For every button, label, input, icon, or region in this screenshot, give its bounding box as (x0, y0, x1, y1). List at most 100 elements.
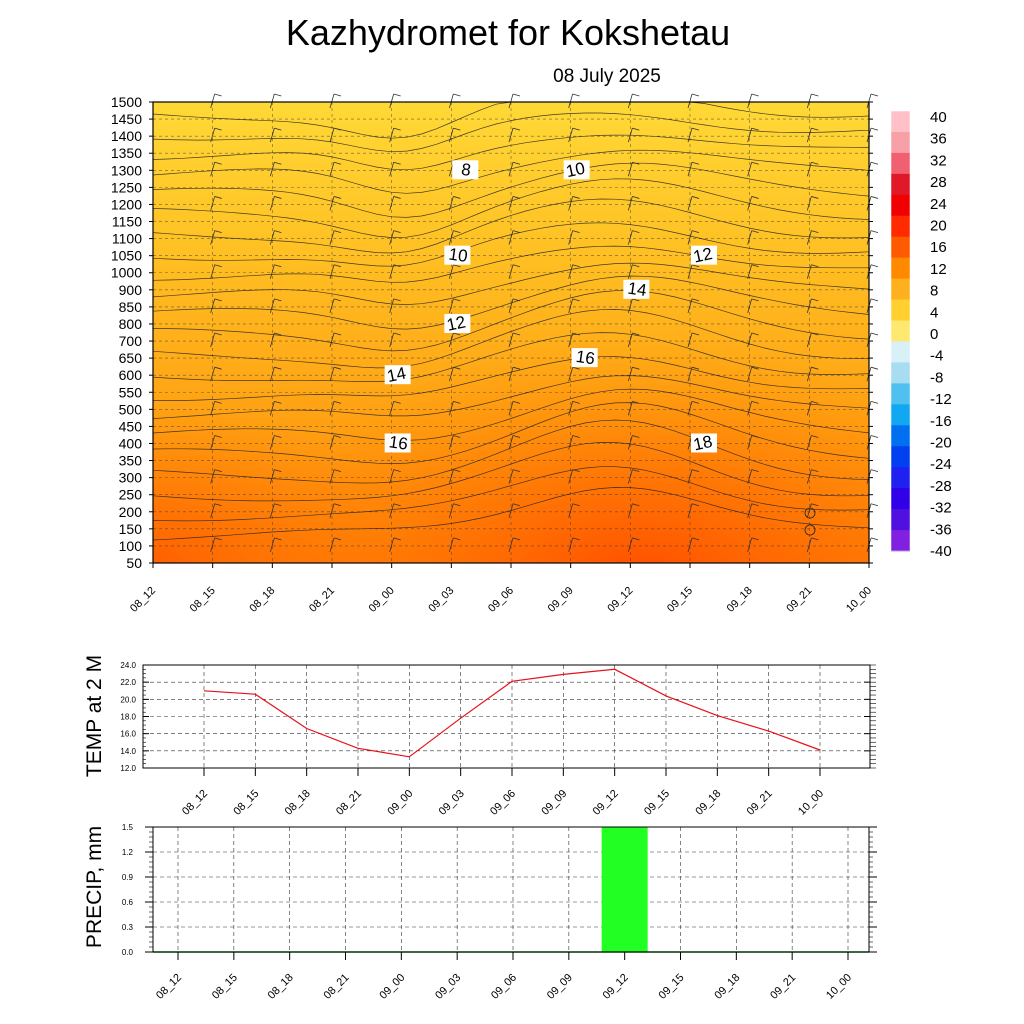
x-tick-label: 09_03 (426, 585, 456, 615)
wind-barb-flag (632, 298, 640, 302)
colorbar-segment (891, 152, 910, 175)
wind-barb (389, 332, 395, 348)
wind-barb-flag (691, 230, 700, 233)
wind-barb-flag (512, 298, 521, 302)
wind-barb (568, 537, 574, 553)
wind-barb (627, 332, 633, 348)
wind-barb-flag (393, 161, 401, 165)
colorbar-label: -40 (930, 543, 952, 560)
wind-barb (329, 332, 335, 348)
wind-barb-flag (751, 469, 759, 473)
wind-barb (329, 298, 335, 313)
isotherm-line (152, 309, 869, 369)
x-tick-label: 10_00 (844, 585, 874, 615)
precip-y-tick-label: 0.6 (122, 898, 134, 907)
wind-barb (568, 264, 574, 279)
contour-label-box (452, 160, 479, 180)
wind-barb-flag (274, 469, 282, 473)
wind-barb-flag (691, 127, 700, 131)
wind-barb (448, 298, 454, 313)
wind-barb-flag (274, 93, 282, 97)
y-tick-label: 150 (119, 521, 143, 537)
temp-x-tick-label: 09_03 (437, 788, 467, 818)
wind-barb (210, 264, 216, 279)
colorbar-label: -12 (930, 391, 952, 408)
wind-barb-flag (453, 298, 461, 302)
wind-barb-flag (870, 161, 879, 165)
temp-y-tick-label: 14.0 (120, 747, 136, 756)
wind-barb (269, 128, 275, 143)
wind-barb-flag (453, 93, 461, 97)
wind-barb-flag (632, 435, 640, 438)
wind-barb-flag (751, 264, 759, 268)
wind-barb-flag (572, 332, 580, 336)
wind-barb (269, 264, 275, 279)
contour-label-box (691, 433, 717, 453)
wind-barb-flag (453, 196, 461, 199)
wind-barb (389, 128, 395, 143)
contour-label-box (384, 365, 411, 385)
contour-label: 16 (384, 432, 411, 454)
colorbar-segment (891, 320, 910, 342)
wind-barb (508, 196, 514, 211)
colorbar-label: -32 (930, 500, 952, 517)
wind-barb (747, 537, 753, 553)
y-tick-label: 1250 (111, 179, 142, 195)
wind-barb (568, 435, 574, 450)
wind-barb-flag (751, 161, 759, 165)
wind-barb (329, 367, 335, 382)
wind-barb (389, 401, 395, 416)
precip-x-tick-label: 09_21 (768, 972, 798, 1002)
wind-barb-flag (333, 264, 342, 268)
wind-barb-flag (512, 230, 521, 233)
wind-barb-flag (811, 264, 819, 268)
temp-x-tick-label: 08_15 (231, 788, 261, 818)
wind-barb (687, 469, 693, 484)
isotherm-line (152, 275, 870, 330)
x-tick-label: 09_18 (725, 585, 755, 615)
wind-barb (627, 128, 633, 143)
contour-label-text: 10 (564, 159, 586, 182)
wind-barb-flag (453, 127, 461, 131)
wind-barb-flag (274, 435, 282, 438)
wind-barb (687, 298, 693, 313)
y-tick-label: 1350 (111, 145, 142, 161)
wind-barb (389, 298, 395, 313)
wind-barb (269, 332, 275, 348)
colorbar-label: 20 (930, 218, 947, 235)
isotherm-line (152, 198, 870, 254)
wind-barb (568, 128, 574, 143)
wind-barb-flag (691, 196, 700, 199)
colorbar-label: 12 (930, 261, 947, 278)
temp-x-axis: 08_12 08_15 08_18 08_21 09_00 09_03 09_06 09_09… (180, 768, 826, 818)
wind-barb-flag (214, 230, 222, 233)
y-tick-label: 1100 (112, 231, 142, 247)
wind-barb (389, 230, 395, 245)
y-tick-label: 800 (119, 316, 143, 332)
wind-barb (329, 196, 335, 211)
contour-label-box (691, 245, 717, 265)
colorbar-label: -4 (930, 348, 943, 365)
wind-barb-flag (811, 161, 819, 165)
wind-barb (568, 93, 574, 109)
wind-barb (448, 196, 454, 211)
wind-barb (448, 435, 454, 450)
isotherm-line (152, 134, 870, 171)
wind-barb-flag (811, 400, 819, 404)
temp-x-tick-label: 09_15 (642, 788, 672, 818)
wind-barb-flag (572, 400, 580, 404)
colorbar-label: 4 (930, 304, 938, 321)
y-tick-label: 500 (119, 401, 143, 417)
colorbar-segment (891, 278, 910, 301)
wind-barb (329, 162, 335, 177)
wind-barb-flag (751, 366, 759, 370)
isotherm-line (153, 356, 870, 401)
wind-barb-flag (214, 127, 222, 131)
wind-barb (269, 162, 275, 177)
wind-barb (448, 367, 454, 382)
temp-y-tick-label: 22.0 (120, 678, 136, 687)
precip-bar (601, 827, 648, 952)
contour-label-box (563, 160, 590, 180)
isotherm-line (152, 262, 870, 305)
wind-barb-flag (512, 469, 521, 473)
